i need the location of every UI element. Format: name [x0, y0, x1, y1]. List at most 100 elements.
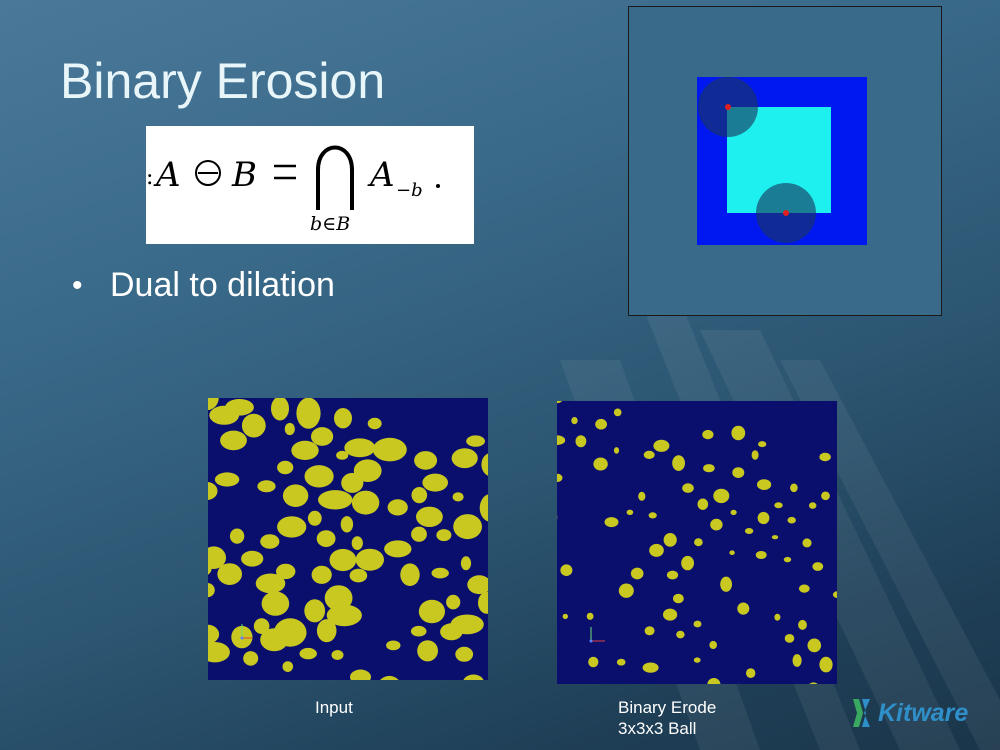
blob: [649, 543, 664, 557]
blob: [326, 604, 362, 627]
bullet-list: • Dual to dilation: [72, 266, 335, 305]
blob: [307, 510, 322, 526]
blob: [653, 439, 670, 452]
blob: [720, 576, 732, 592]
slide-title: Binary Erosion: [60, 53, 386, 109]
blob: [672, 455, 685, 471]
blob: [751, 450, 759, 460]
blob: [208, 398, 219, 411]
blob: [299, 647, 317, 660]
blob: [276, 563, 296, 580]
blob: [681, 555, 694, 571]
blob: [450, 614, 484, 635]
blob: [812, 562, 824, 571]
blob: [702, 429, 714, 440]
erosion-diagram: [628, 6, 942, 316]
blob: [809, 502, 817, 509]
output-caption: Binary Erode 3x3x3 Ball: [618, 697, 716, 739]
svg-text:A: A: [367, 155, 395, 195]
blob: [792, 654, 802, 667]
blob: [417, 640, 438, 662]
blob: [387, 499, 408, 516]
blob: [707, 678, 721, 684]
blob: [709, 640, 717, 650]
blob: [630, 567, 644, 580]
blob: [557, 401, 562, 404]
blob: [217, 563, 242, 585]
blob: [253, 618, 270, 634]
blob: [340, 516, 354, 533]
blob: [586, 612, 594, 620]
svg-text:−b: −b: [396, 180, 423, 201]
blob: [277, 460, 294, 475]
axis-triad-icon: [589, 627, 605, 643]
blob: [351, 536, 363, 550]
blob: [329, 548, 357, 572]
blob: [296, 398, 321, 429]
blob: [418, 599, 445, 624]
blob: [271, 398, 289, 421]
blob: [693, 620, 702, 628]
blob: [784, 634, 795, 643]
blob: [353, 459, 382, 482]
blob: [807, 638, 822, 653]
blob: [618, 583, 634, 598]
blob: [431, 567, 449, 579]
blob: [729, 550, 735, 555]
output-caption-line2: 3x3x3 Ball: [618, 719, 697, 738]
blob: [355, 548, 384, 571]
blob: [562, 613, 568, 620]
blob: [774, 502, 783, 509]
formula-image: : A B b∈B A −b: [146, 126, 474, 244]
bullet-item: • Dual to dilation: [72, 266, 335, 305]
blob: [595, 418, 607, 430]
blob: [755, 551, 767, 559]
blob: [324, 585, 353, 611]
blob: [460, 556, 472, 571]
blob: [372, 437, 407, 462]
blob: [604, 517, 619, 528]
svg-text:B: B: [231, 155, 257, 195]
svg-text::: :: [146, 165, 153, 190]
blob: [261, 591, 290, 616]
blob: [783, 556, 792, 563]
blob: [676, 630, 685, 639]
blob: [453, 514, 482, 540]
blob: [557, 435, 566, 446]
blob: [560, 564, 573, 576]
blob: [349, 568, 368, 583]
blob: [710, 518, 723, 531]
blob: [311, 565, 332, 584]
blob: [557, 473, 563, 482]
output-caption-line1: Binary Erode: [618, 698, 717, 717]
blob: [318, 490, 353, 510]
blob: [693, 657, 701, 663]
svg-text:b∈B: b∈B: [310, 213, 350, 235]
blob: [616, 658, 626, 666]
blob: [644, 626, 655, 636]
blob: [410, 625, 427, 637]
blob: [273, 618, 307, 647]
blob: [746, 668, 756, 678]
blob: [220, 430, 247, 451]
blob: [643, 450, 655, 459]
axis-triad-icon: [240, 624, 252, 640]
blob: [821, 491, 830, 501]
blob: [663, 533, 677, 547]
blob: [819, 656, 833, 673]
blob: [731, 425, 746, 441]
blob: [481, 453, 488, 476]
blob: [703, 464, 715, 473]
blob: [737, 602, 750, 615]
blob: [593, 457, 608, 471]
blob: [798, 584, 810, 593]
blob: [411, 526, 427, 542]
blob: [284, 422, 295, 436]
bullet-dot-icon: •: [72, 268, 83, 302]
blob: [774, 613, 781, 621]
blob: [208, 642, 230, 663]
blob: [832, 591, 837, 598]
blob: [682, 483, 694, 493]
blob: [241, 550, 264, 567]
